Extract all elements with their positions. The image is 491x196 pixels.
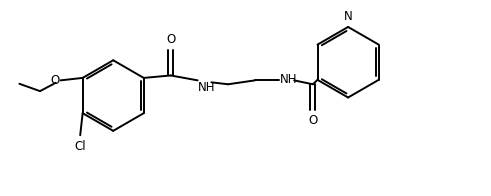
Text: O: O: [166, 33, 175, 46]
Text: N: N: [344, 10, 353, 23]
Text: Cl: Cl: [74, 140, 85, 153]
Text: O: O: [308, 114, 317, 127]
Text: NH: NH: [198, 81, 216, 94]
Text: O: O: [50, 74, 59, 87]
Text: NH: NH: [280, 73, 298, 86]
